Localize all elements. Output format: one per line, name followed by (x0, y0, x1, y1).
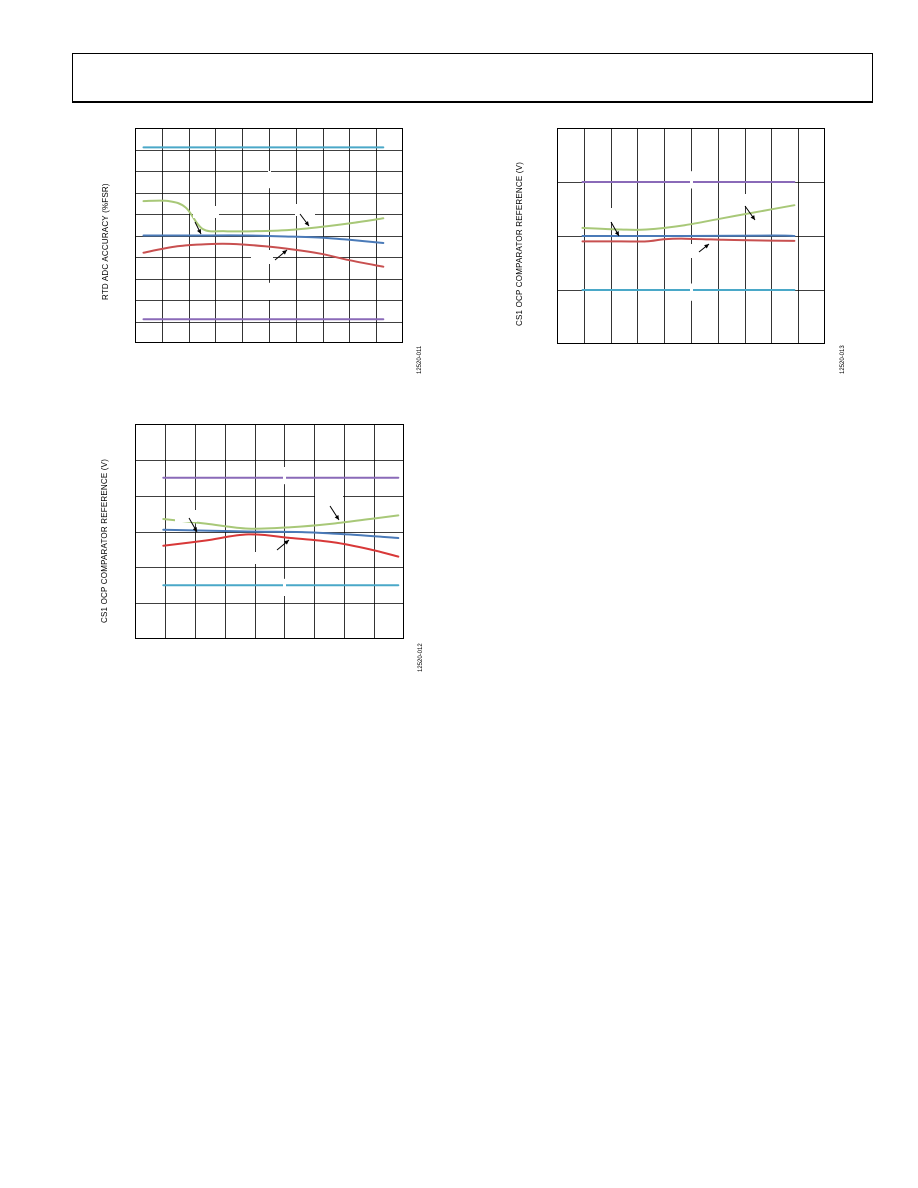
annotation-gap-0 (597, 208, 619, 222)
annotation-arrowhead-1 (334, 515, 339, 520)
series-line-2 (162, 528, 400, 539)
annotation-arrowhead-0 (197, 229, 201, 234)
grid-gap-1 (268, 282, 271, 300)
annotation-arrowhead-2 (282, 250, 287, 255)
chart-rtd-adc-accuracy-ylabel: RTD ADC ACCURACY (%FSR) (101, 183, 110, 300)
series-line-3 (142, 242, 385, 268)
annotation-arrowhead-2 (704, 244, 709, 249)
annotation-gap-2 (255, 552, 279, 564)
series-line-1 (162, 514, 400, 530)
annotation-gap-0 (175, 510, 197, 522)
series-line-2 (581, 234, 796, 238)
chart-cs1-ocp-reference-b-plot (135, 424, 404, 639)
chart-cs1-ocp-reference-b-ylabel: CS1 OCP COMPARATOR REFERENCE (V) (100, 458, 109, 623)
annotation-arrowhead-0 (614, 231, 619, 236)
series-line-3 (162, 533, 400, 558)
annotation-gap-2 (251, 250, 273, 264)
annotation-arrowhead-2 (284, 540, 289, 545)
annotation-arrowhead-1 (304, 221, 309, 226)
annotation-gap-0 (193, 206, 219, 218)
series-line-1 (581, 204, 796, 231)
chart-cs1-ocp-reference-a-ylabel: CS1 OCP COMPARATOR REFERENCE (V) (515, 161, 524, 326)
chart-cs1-ocp-reference-a (557, 128, 825, 344)
chart-cs1-ocp-reference-a-figure-id: 12520-013 (840, 345, 846, 374)
annotation-gap-1 (315, 490, 343, 506)
series-line-2 (142, 234, 385, 244)
grid-gap-0 (268, 171, 271, 189)
chart-rtd-adc-accuracy (135, 128, 403, 343)
annotation-arrowhead-1 (750, 215, 755, 220)
chart-cs1-ocp-reference-a-plot (557, 128, 825, 344)
annotation-arrowhead-0 (192, 527, 197, 532)
grid-gap-0 (283, 467, 286, 485)
annotation-gap-1 (295, 204, 315, 216)
chart-rtd-adc-accuracy-plot (135, 128, 403, 343)
annotation-gap-2 (685, 244, 709, 258)
chart-rtd-adc-accuracy-figure-id: 12520-011 (417, 345, 423, 374)
series-line-3 (581, 237, 796, 243)
annotation-gap-1 (737, 194, 761, 206)
grid-gap-0 (690, 171, 693, 189)
chart-cs1-ocp-reference-b-figure-id: 12520-012 (418, 643, 424, 672)
grid-gap-1 (690, 283, 693, 301)
page-header (72, 53, 873, 103)
series-line-1 (142, 199, 385, 233)
grid-gap-1 (283, 578, 286, 596)
chart-cs1-ocp-reference-b (135, 424, 404, 639)
